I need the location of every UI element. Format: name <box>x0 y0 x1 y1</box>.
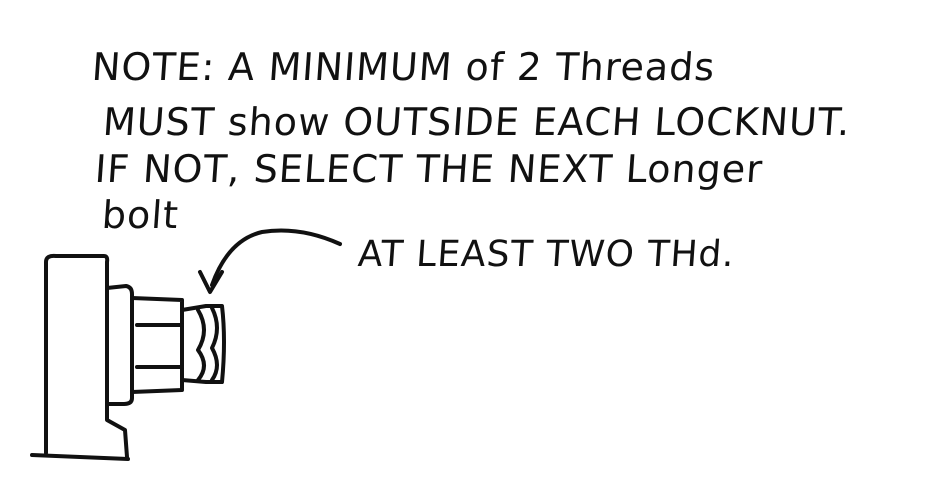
locknut-outline <box>105 284 134 406</box>
callout-arrow-shaft <box>210 228 342 287</box>
plate-outline <box>44 253 129 459</box>
thread-mark-2 <box>210 306 219 382</box>
locknut-flange <box>130 296 184 394</box>
bolt-end-outline <box>180 304 226 384</box>
thread-mark-1 <box>196 308 206 382</box>
callout-arrow-head <box>198 270 224 294</box>
plate-base-line <box>30 453 130 461</box>
